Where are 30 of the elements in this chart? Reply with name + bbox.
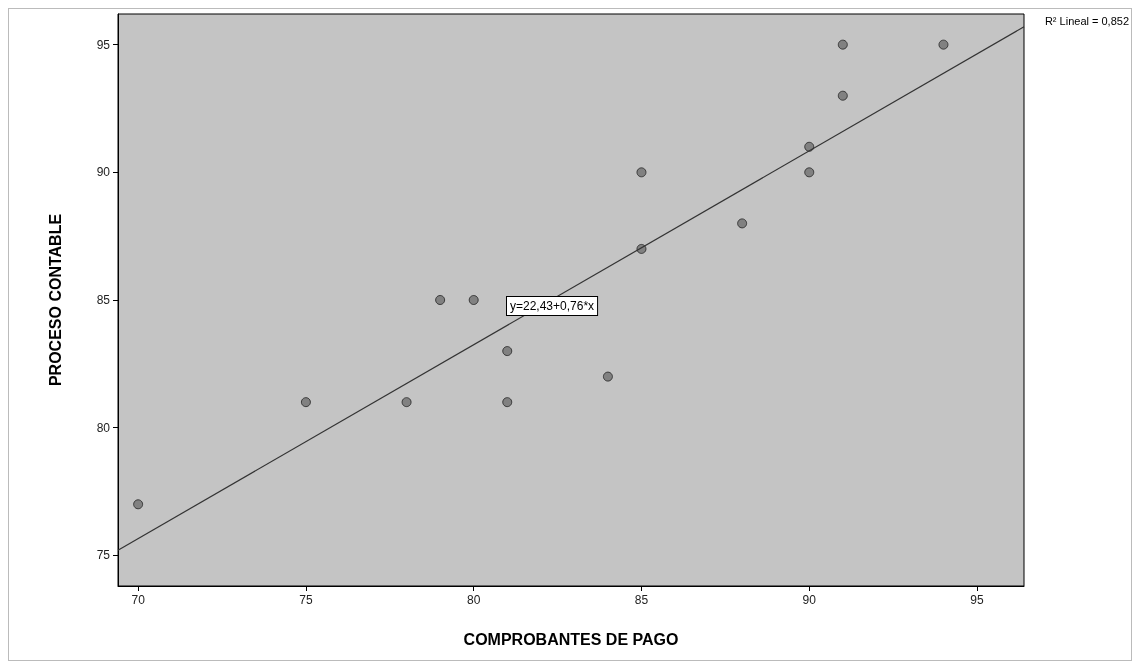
y-tick-label: 90 <box>96 165 111 180</box>
x-tick-label: 95 <box>970 593 985 607</box>
point <box>602 371 613 382</box>
point <box>837 90 848 101</box>
point <box>636 167 647 178</box>
y-tick-label: 75 <box>96 548 111 563</box>
text: R² Lineal = 0,852 <box>1044 14 1130 27</box>
x-tick-label: 75 <box>299 593 313 607</box>
point <box>938 39 949 50</box>
y-axis-title: PROCESO CONTABLE <box>46 213 64 387</box>
annotation: y=22,43+0,76*x <box>510 299 595 313</box>
x-tick-label: 85 <box>634 593 649 607</box>
y-tick-label: 85 <box>96 293 111 307</box>
x-axis-title: COMPROBANTES DE PAGO <box>463 630 679 648</box>
point <box>804 141 815 152</box>
point <box>837 39 848 50</box>
point <box>502 397 513 408</box>
point <box>133 499 144 510</box>
y-tick-label: 95 <box>96 37 111 52</box>
point <box>401 397 412 408</box>
point <box>435 295 446 305</box>
y-tick-label: 80 <box>96 420 111 435</box>
x-tick-label: 70 <box>131 593 146 607</box>
x-tick-label: 90 <box>802 593 817 607</box>
x-tick-label: 80 <box>467 593 481 607</box>
point <box>804 167 815 178</box>
point <box>737 218 748 229</box>
point <box>300 397 311 408</box>
point <box>468 295 479 305</box>
point <box>502 346 513 357</box>
